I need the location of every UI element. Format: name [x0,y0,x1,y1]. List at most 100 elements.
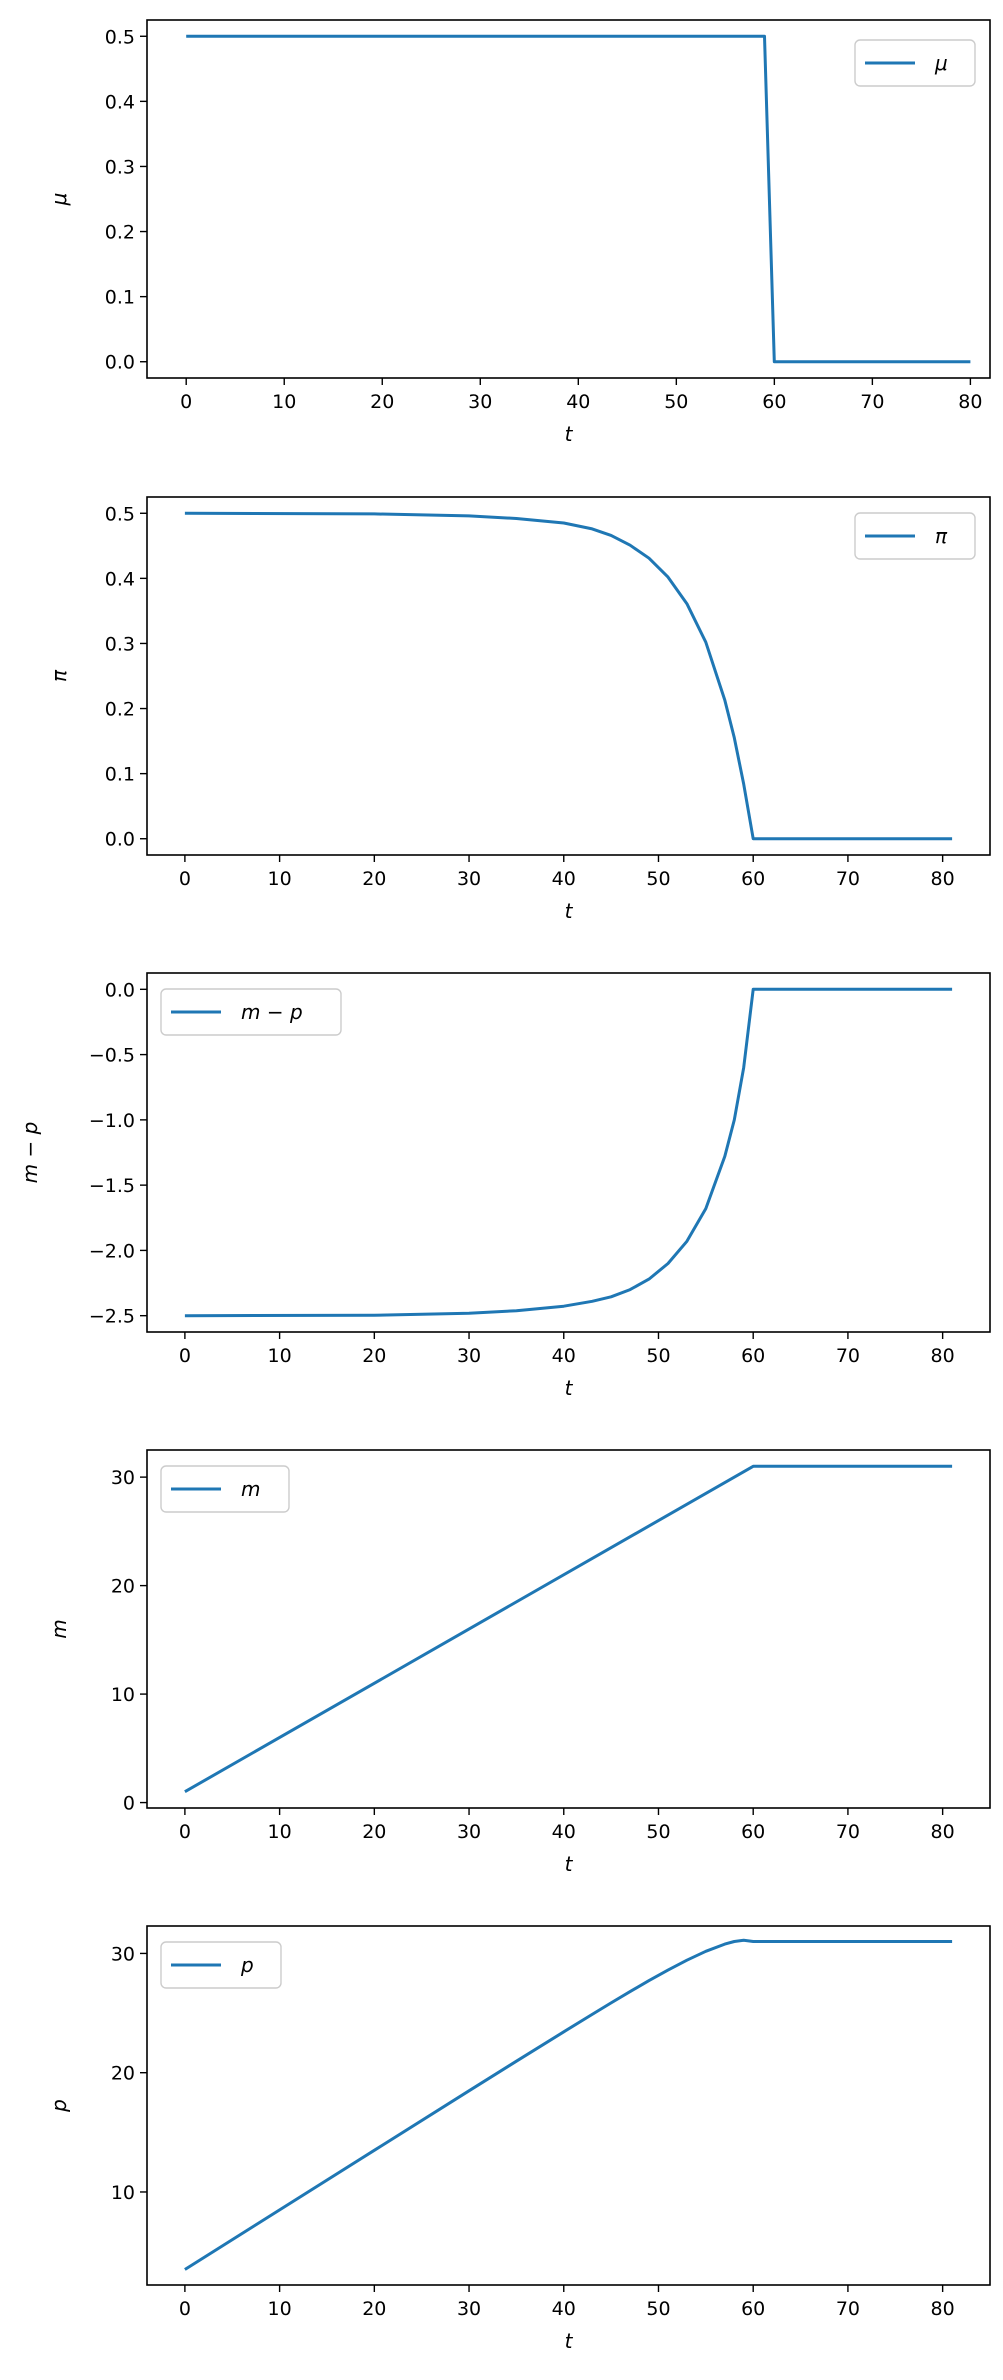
x-axis-label: t [565,1852,574,1876]
y-tick-label: 0.3 [105,633,135,655]
y-tick-label: 0.3 [105,156,135,178]
x-tick-label: 50 [646,2298,670,2320]
legend: m − p [160,988,342,1036]
plot-frame [146,1925,991,2286]
y-axis-label: μ [47,193,71,207]
y-tick-label: 0 [123,1793,135,1815]
x-tick-label: 80 [931,868,955,890]
x-tick-label: 10 [268,2298,292,2320]
x-tick-label: 50 [646,868,670,890]
x-tick-label: 80 [931,1345,955,1367]
x-tick-label: 80 [931,1821,955,1843]
legend-box [160,988,342,1036]
y-tick-label: 0.5 [105,26,135,48]
y-tick-label: 0.2 [105,699,135,721]
x-tick-label: 50 [646,1345,670,1367]
x-tick-label: 70 [836,1345,860,1367]
legend-label: m − p [241,1000,303,1024]
x-tick-label: 60 [741,1821,765,1843]
y-tick-label: 30 [111,1943,135,1965]
x-tick-label: 70 [836,2298,860,2320]
series-line [184,987,953,1318]
x-tick-label: 40 [552,1345,576,1367]
x-axis-label: t [565,899,574,923]
y-tick-label: 0.0 [105,829,135,851]
legend: p [160,1941,282,1989]
y-tick-label: 0.4 [105,91,135,113]
x-axis-label: t [565,422,574,446]
x-tick-label: 80 [958,391,982,413]
chart-panel-3: 0 10 20 30 40 50 60 70 80 −2.5 −2.0 −1.5 −1.0 −0.5 0.0… [18,972,991,1400]
plot-frame [146,972,991,1333]
x-tick-label: 0 [179,1821,191,1843]
y-axis-label: m − p [18,1122,42,1184]
legend-label: μ [934,51,948,75]
x-tick-label: 80 [931,2298,955,2320]
y-tick-label: 0.1 [105,764,135,786]
x-tick-label: 60 [741,1345,765,1367]
x-tick-label: 10 [272,391,296,413]
x-tick-label: 30 [457,1821,481,1843]
y-tick-label: 0.0 [105,352,135,374]
y-tick-label: 0.4 [105,568,135,590]
y-tick-label: −1.0 [89,1110,135,1132]
y-tick-label: 20 [111,1576,135,1598]
x-tick-label: 70 [836,1821,860,1843]
chart-panel-1: 0 10 20 30 40 50 60 70 80 0.0 0.1 0.2 0.3 0.4 0.5 t μ μ [47,19,991,446]
y-tick-label: 20 [111,2063,135,2085]
chart-panel-5: 0 10 20 30 40 50 60 70 80 10 20 30 t p p [47,1925,991,2353]
series-line [184,1464,953,1794]
series-line [186,34,971,364]
x-tick-label: 30 [468,391,492,413]
x-tick-label: 0 [179,1345,191,1367]
y-tick-label: −0.5 [89,1045,135,1067]
x-axis-label: t [565,1376,574,1400]
x-tick-label: 10 [268,1345,292,1367]
plot-frame [146,496,991,856]
x-tick-label: 20 [362,868,386,890]
y-axis-label: m [47,1619,71,1638]
plot-frame [146,19,991,379]
y-axis-label: p [47,2099,71,2113]
x-tick-label: 40 [552,1821,576,1843]
y-tick-label: 0.1 [105,287,135,309]
plot-frame [146,1449,991,1809]
x-tick-label: 60 [762,391,786,413]
x-tick-label: 0 [180,391,192,413]
x-tick-label: 50 [664,391,688,413]
x-tick-label: 20 [362,1345,386,1367]
x-tick-label: 50 [646,1821,670,1843]
y-tick-label: 0.2 [105,222,135,244]
x-tick-label: 60 [741,868,765,890]
chart-panel-4: 0 10 20 30 40 50 60 70 80 0 10 20 30 t m m [47,1449,991,1876]
legend: m [160,1465,290,1513]
x-tick-label: 0 [179,868,191,890]
legend: π [854,512,976,560]
legend: μ [854,39,976,87]
series-line [184,511,953,841]
x-tick-label: 70 [836,868,860,890]
x-tick-label: 40 [552,868,576,890]
x-tick-label: 10 [268,868,292,890]
x-tick-label: 60 [741,2298,765,2320]
y-tick-label: −2.0 [89,1240,135,1262]
x-tick-label: 30 [457,868,481,890]
y-tick-label: 0.5 [105,503,135,525]
x-tick-label: 0 [179,2298,191,2320]
x-tick-label: 30 [457,1345,481,1367]
x-tick-label: 30 [457,2298,481,2320]
x-tick-label: 70 [860,391,884,413]
x-axis-label: t [565,2329,574,2353]
y-tick-label: 0.0 [105,979,135,1001]
y-tick-label: 10 [111,1684,135,1706]
y-tick-label: −2.5 [89,1306,135,1328]
y-axis-label: π [47,669,71,682]
y-tick-label: −1.5 [89,1175,135,1197]
x-tick-label: 20 [362,1821,386,1843]
series-line [184,1938,953,2271]
legend-label: p [240,1953,254,1977]
x-tick-label: 20 [362,2298,386,2320]
chart-panel-2: 0 10 20 30 40 50 60 70 80 0.0 0.1 0.2 0.3 0.4 0.5 t π π [47,496,991,923]
x-tick-label: 10 [268,1821,292,1843]
